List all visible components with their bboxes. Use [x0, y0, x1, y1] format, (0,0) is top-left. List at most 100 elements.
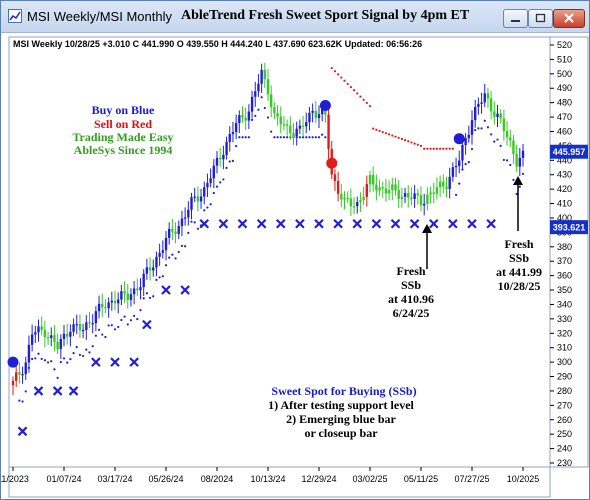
support-dot	[145, 292, 148, 295]
support-dot	[37, 352, 40, 355]
candle-body	[480, 102, 483, 104]
price-chart[interactable]: 230 240 250 260 270 280 290 300 310 320 330 340 350 3…	[1, 33, 589, 499]
support-dot	[461, 168, 464, 171]
signal-x-mark	[409, 218, 420, 229]
candle-body	[365, 184, 369, 197]
support-dot	[333, 70, 337, 73]
support-dot	[148, 296, 152, 299]
y-tick-label: 290	[557, 372, 572, 382]
support-dot	[72, 352, 75, 355]
candle-body	[132, 288, 136, 295]
y-tick-label: 250	[557, 429, 572, 439]
support-dot	[158, 276, 161, 279]
candle-body	[50, 335, 53, 338]
candle-body	[11, 380, 15, 386]
signal-x-mark	[161, 285, 171, 295]
support-dot	[247, 136, 250, 139]
candle-bars	[11, 62, 525, 396]
candle-body	[512, 140, 515, 154]
support-dot	[403, 139, 407, 142]
support-dot	[273, 136, 276, 139]
support-dot	[209, 203, 212, 206]
candle-body	[473, 107, 477, 121]
candle-body	[101, 303, 104, 308]
candle-body	[397, 190, 400, 199]
support-dot	[222, 178, 225, 181]
candle-body	[445, 186, 448, 189]
support-dot	[24, 390, 27, 393]
support-dot	[193, 221, 196, 224]
candle-body	[324, 108, 327, 115]
support-dot	[324, 136, 327, 139]
candle-body	[509, 137, 512, 141]
candle-body	[394, 184, 397, 191]
candle-body	[244, 117, 247, 121]
support-dot	[206, 206, 209, 209]
candle-body	[171, 228, 174, 232]
candle-body	[493, 111, 496, 118]
y-tick-label: 260	[557, 415, 572, 425]
support-dot	[512, 178, 515, 181]
title-bar[interactable]: MSI Weekly/MSI Monthly AbleTrend Fresh S…	[1, 1, 589, 33]
support-dot	[515, 192, 518, 196]
y-axis: 230 240 250 260 270 280 290 300 310 320 330 340 350 3…	[550, 40, 572, 468]
support-dot	[231, 159, 235, 162]
close-button[interactable]	[553, 9, 585, 28]
close-icon	[564, 13, 574, 23]
support-dot	[301, 136, 305, 139]
support-dot	[356, 92, 359, 95]
candle-body	[499, 113, 502, 119]
signal-x-mark	[371, 218, 382, 229]
candle-body	[336, 180, 340, 194]
support-dot	[400, 137, 403, 141]
support-dot	[139, 309, 142, 312]
signal-x-mark	[256, 218, 267, 229]
candle-body	[234, 123, 238, 133]
support-dot	[483, 119, 486, 122]
support-dot	[117, 325, 120, 329]
candle-body	[426, 194, 429, 204]
y-tick-label: 280	[557, 386, 572, 396]
signal-x-mark	[275, 218, 286, 229]
support-dot	[372, 127, 375, 130]
candle-body	[407, 193, 410, 198]
y-tick-label: 240	[557, 444, 572, 454]
candle-body	[269, 94, 273, 108]
candle-body	[199, 196, 203, 202]
candle-body	[461, 145, 464, 161]
candle-body	[314, 110, 318, 119]
candle-body	[266, 79, 270, 95]
candle-body	[419, 195, 423, 206]
support-dot	[308, 136, 311, 139]
candle-body	[116, 299, 120, 304]
support-dot	[78, 353, 82, 356]
support-dot	[397, 136, 400, 139]
legend-ablesys: AbleSys Since 1994	[74, 143, 173, 157]
support-dot	[190, 220, 193, 223]
candle-body	[81, 329, 85, 332]
plot-area	[8, 36, 551, 468]
support-dot	[266, 116, 270, 119]
x-tick-label: 03/02/25	[352, 474, 387, 484]
support-dot	[286, 136, 289, 139]
support-dot	[91, 345, 94, 348]
minimize-button[interactable]	[503, 9, 528, 28]
maximize-button[interactable]	[528, 9, 553, 28]
signal-x-mark	[142, 319, 152, 330]
support-dot	[388, 133, 391, 136]
candle-body	[282, 124, 286, 126]
support-dot	[136, 318, 139, 321]
y-tick-label: 430	[557, 170, 572, 180]
candle-body	[158, 252, 161, 257]
support-dot	[496, 138, 499, 141]
candle-body	[155, 256, 158, 268]
buy-signal-circle	[319, 100, 331, 112]
candle-body	[53, 335, 56, 342]
candle-body	[371, 175, 375, 185]
x-tick-label: 07/27/25	[454, 474, 489, 484]
y-tick-label: 350	[557, 285, 572, 295]
signal-x-mark	[180, 285, 190, 295]
annotation2-line4: 10/28/25	[498, 279, 541, 293]
support-dot	[241, 136, 244, 139]
support-dot	[480, 127, 483, 130]
